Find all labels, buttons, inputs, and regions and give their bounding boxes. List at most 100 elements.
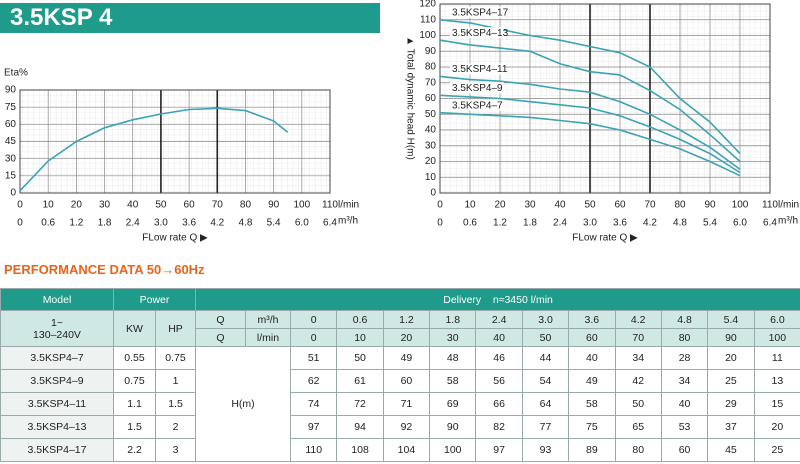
cell-text: 20 [725,352,737,364]
cell-text: m³/h [257,313,279,326]
cell-text: n≈3450 l/min [492,293,553,306]
x2-tick-label: 3.6 [613,218,627,229]
cell-text: 60 [400,375,413,387]
table-cell: 94 [336,415,384,439]
title-bar: 3.5KSP 4 [0,3,380,33]
plot-frame [439,3,771,194]
x-tick-label: 90 [268,200,280,211]
table-cell: 97 [290,415,338,439]
cell-text: 53 [678,421,691,433]
table-cell: 60 [382,369,431,393]
table-cell: 65 [614,415,662,439]
cell-text: 80 [678,331,691,344]
cell-text: 60 [586,331,598,344]
cell-text: Q [216,313,225,326]
x-tick-label: 90 [704,200,716,211]
table-cell: 20 [707,346,755,370]
x2-tick-label: 0 [17,218,23,229]
table-cell: 0 [290,310,338,329]
x-tick-label: 100 [732,200,749,211]
x-tick-label: 30 [524,200,536,211]
y-tick-label: 15 [5,170,17,181]
table-cell: 92 [382,415,431,439]
table-cell: 0.75 [113,369,156,393]
x-tick-label: 70 [212,200,224,211]
cell-text: 29 [725,398,737,410]
x2-tick-label: 4.2 [643,218,657,229]
table-cell: 82 [475,415,523,439]
x-tick-label: 20 [494,200,506,211]
table-cell: 64 [521,392,570,416]
y-tick-label: 90 [425,46,437,57]
cell-text: 94 [354,421,366,433]
performance-table: Model Power Delivery n≈3450 l/min 1~ 130–240… [0,288,800,462]
table-row: 3.5KSP4–7 0.55 0.75 H(m) 51 50 49 48 46 44 40 34 28 2… [0,346,800,462]
table-cell: 60 [660,438,709,462]
x-tick-label: 40 [127,200,139,211]
cell-text: 0 [310,313,317,326]
table-cell: 3.5KSP4–7 [0,346,114,370]
table-cell: 62 [290,369,338,393]
cell-text: 56 [493,375,505,387]
table-cell: 3.5KSP4–11 [0,392,114,416]
x-tick-label: 10 [43,200,55,211]
table-cell: 110 [290,438,338,462]
cell-text: 1~ [51,316,63,329]
table-cell: 50 [614,392,662,416]
table-cell: 4.8 [660,310,709,329]
series-label-bg [450,6,504,18]
y-tick-label: 0 [430,188,436,199]
table-cell: HP [154,310,197,347]
table-cell: 48 [429,346,477,370]
cell-text: 4.2 [630,313,646,326]
cell-text: 80 [632,444,645,456]
cell-text: 51 [307,352,320,364]
table-cell: 90 [429,415,477,439]
x2-tick-label: 0.6 [463,218,477,229]
table-cell: 74 [290,392,338,416]
cell-text: 54 [539,375,552,387]
table-cell: 34 [660,369,709,393]
table-cell: 5.4 [707,310,755,329]
x-tick-label: 70 [644,200,656,211]
table-cell: 1 [154,369,197,393]
table-cell: 15 [753,392,800,416]
table-cell: 1.8 [429,310,477,329]
table-cell: 30 [429,328,477,347]
cell-text: 3.5KSP4–11 [27,398,87,410]
table-cell: 90 [707,328,755,347]
table-cell: 93 [521,438,570,462]
cell-text: KW [126,322,143,335]
table-cell: 42 [614,369,662,393]
table-cell: 60 [568,328,616,347]
x2-tick-label: 5.4 [703,218,717,229]
cell-text: 104 [397,444,416,456]
x-tick-label: 10 [464,200,476,211]
table-cell: 46 [475,346,523,370]
table-cell: 100 [753,328,800,347]
cell-text: Power [139,293,170,306]
cell-text: 49 [400,352,413,364]
series-line [439,94,741,174]
title: 3.5KSP 4 [10,4,113,31]
table-cell: 70 [614,328,662,347]
table-cell: 40 [475,328,523,347]
x-tick-label: 60 [184,200,196,211]
table-cell: 72 [336,392,384,416]
cell-text: 69 [446,398,459,410]
cell-text: 0.6 [352,313,368,326]
series-label-bg [450,63,504,75]
table-cell: 3.0 [521,310,570,329]
table-cell: 34 [614,346,662,370]
x2-tick-label: 3.0 [583,218,597,229]
cell-text: 77 [539,421,552,433]
table-cell: 1.5 [154,392,197,416]
series-label-bg [450,82,504,94]
cell-text: 0.75 [165,352,186,364]
table-cell: Q [195,310,247,329]
cell-text: 100 [768,331,787,344]
table-cell: 50 [336,346,384,370]
x2-tick-label: 6.0 [733,218,747,229]
table-cell: 1.2 [382,310,431,329]
